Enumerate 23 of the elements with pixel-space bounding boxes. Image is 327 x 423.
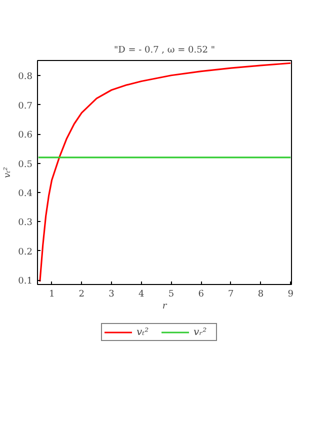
y-tick-label: 0.7 (18, 101, 33, 112)
legend-label: vᵣ² (194, 326, 208, 338)
y-tick-label: 0.8 (18, 72, 33, 82)
x-tick-label: 5 (168, 290, 174, 300)
x-tick-label: 7 (228, 290, 234, 300)
y-tick-label: 0.1 (18, 276, 33, 287)
x-tick-label: 8 (258, 290, 264, 300)
x-tick-label: 9 (288, 290, 294, 300)
y-tick-label: 0.5 (18, 160, 33, 170)
x-tick-label: 6 (198, 290, 204, 300)
x-axis-title: r (162, 302, 168, 312)
x-tick-label: 1 (48, 290, 55, 300)
y-tick-label: 0.6 (18, 130, 33, 141)
y-axis-title: vₜ² (3, 166, 14, 178)
y-tick-label: 0.4 (18, 189, 33, 200)
y-tick-label: 0.2 (18, 247, 33, 258)
legend-label: vₜ² (136, 326, 150, 338)
x-tick-label: 4 (138, 290, 145, 300)
x-tick-label: 2 (78, 290, 85, 300)
y-tick-label: 0.3 (18, 218, 33, 228)
chart-title: "D = - 0.7 , ω = 0.52 " (114, 46, 216, 56)
x-tick-label: 3 (108, 290, 115, 300)
line-series (39, 62, 292, 282)
